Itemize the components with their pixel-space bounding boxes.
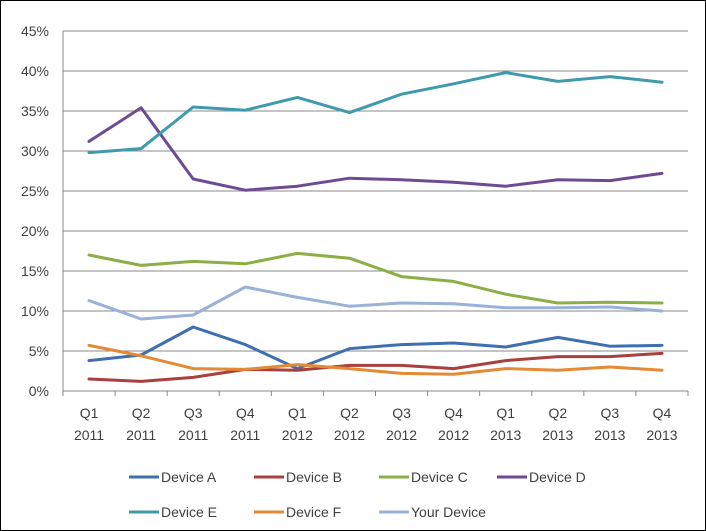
legend-label: Device E: [161, 504, 217, 520]
legend-label: Device F: [286, 504, 341, 520]
x-tick-label-quarter: Q3: [601, 405, 620, 421]
x-tick-label-year: 2011: [178, 427, 208, 443]
x-tick-label-quarter: Q1: [80, 405, 99, 421]
x-tick-label-year: 2012: [282, 427, 313, 443]
series-line-device-b: [87, 351, 664, 383]
x-tick-label-quarter: Q4: [444, 405, 463, 421]
legend-item: Device A: [129, 469, 217, 485]
x-tick-label-quarter: Q4: [653, 405, 672, 421]
series-line-device-e: [87, 71, 664, 155]
x-tick-label-quarter: Q2: [340, 405, 359, 421]
series-line-device-f: [87, 343, 664, 376]
y-tick-label: 20%: [21, 223, 49, 239]
y-tick-label: 5%: [29, 343, 49, 359]
legend: Device A Device B Device C Device D Device E…: [129, 469, 586, 520]
x-tick-label-year: 2012: [334, 427, 365, 443]
x-tick-label-year: 2011: [126, 427, 156, 443]
legend-label: Device A: [161, 469, 217, 485]
legend-item: Device B: [254, 469, 342, 485]
x-tick-label-year: 2013: [594, 427, 625, 443]
grid-lines: [63, 30, 688, 352]
series-line-device-c: [87, 251, 664, 305]
x-tick-label-quarter: Q3: [184, 405, 203, 421]
legend-item: Device C: [379, 469, 468, 485]
legend-label: Device B: [286, 469, 342, 485]
legend-label: Your Device: [411, 504, 486, 520]
y-tick-label: 15%: [21, 263, 49, 279]
x-tick-label-quarter: Q1: [288, 405, 307, 421]
legend-item: Device D: [497, 469, 586, 485]
y-tick-label: 30%: [21, 143, 49, 159]
x-tick-label-year: 2012: [386, 427, 417, 443]
x-tick-label-quarter: Q3: [392, 405, 411, 421]
legend-item: Your Device: [379, 504, 486, 520]
series-line-your-device: [87, 285, 664, 321]
x-tick-label-quarter: Q1: [496, 405, 515, 421]
x-tick-label-quarter: Q2: [132, 405, 151, 421]
axes: 0% 5% 10% 15% 20% 25% 30% 35% 40% 45% Q1 2011 Q2 2011…: [21, 23, 689, 443]
x-tick-label-year: 2013: [490, 427, 521, 443]
legend-item: Device E: [129, 504, 217, 520]
y-tick-label: 25%: [21, 183, 49, 199]
y-tick-label: 0%: [29, 383, 49, 399]
x-tick-label-year: 2011: [74, 427, 104, 443]
x-tick-label-quarter: Q4: [236, 405, 255, 421]
y-tick-label: 35%: [21, 103, 49, 119]
x-tick-label-quarter: Q2: [548, 405, 567, 421]
x-tick-label-year: 2013: [646, 427, 677, 443]
series-line-device-d: [87, 106, 664, 192]
legend-item: Device F: [254, 504, 341, 520]
x-tick-label-year: 2012: [438, 427, 469, 443]
y-tick-label: 10%: [21, 303, 49, 319]
y-tick-label: 40%: [21, 63, 49, 79]
y-tick-label: 45%: [21, 23, 49, 39]
legend-label: Device C: [411, 469, 468, 485]
legend-label: Device D: [529, 469, 586, 485]
x-tick-label-year: 2013: [542, 427, 573, 443]
series-line-device-a: [87, 325, 664, 371]
series-lines: [87, 71, 664, 383]
x-tick-label-year: 2011: [230, 427, 260, 443]
